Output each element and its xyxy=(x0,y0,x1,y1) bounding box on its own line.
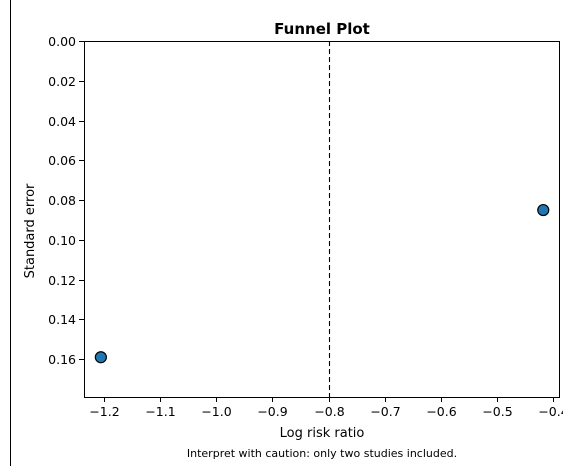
x-tick-label: −0.7 xyxy=(370,404,400,419)
y-axis-label: Standard error xyxy=(23,183,38,278)
y-tick-label: 0.02 xyxy=(48,74,76,89)
study-point xyxy=(537,203,550,217)
x-tick-label: −0.6 xyxy=(426,404,456,419)
x-axis-label: Log risk ratio xyxy=(280,426,365,441)
x-tick-label: −1.1 xyxy=(145,404,175,419)
x-tick-label: −0.4 xyxy=(538,404,563,419)
chart-title: Funnel Plot xyxy=(274,20,370,38)
y-axis: 0.00 0.02 0.04 0.06 0.08 0.10 0.12 0.14 0.16 xyxy=(48,34,84,367)
caption-note: Interpret with caution: only two studies… xyxy=(187,447,457,460)
x-tick-label: −1.0 xyxy=(201,404,231,419)
x-tick-label: −1.2 xyxy=(89,404,119,419)
data-points xyxy=(94,203,550,364)
x-tick-label: −0.9 xyxy=(257,404,287,419)
y-tick-label: 0.04 xyxy=(48,114,76,129)
y-tick-label: 0.08 xyxy=(48,193,76,208)
y-tick-label: 0.00 xyxy=(48,34,76,49)
y-tick-label: 0.14 xyxy=(48,312,76,327)
x-tick-label: −0.5 xyxy=(482,404,512,419)
x-axis: −1.2 −1.1 −1.0 −0.9 −0.8 −0.7 −0.6 −0.5 −0.4 xyxy=(89,397,563,419)
y-tick-label: 0.10 xyxy=(48,233,76,248)
plot-area xyxy=(84,41,560,398)
x-tick-label: −0.8 xyxy=(314,404,344,419)
y-tick-label: 0.16 xyxy=(48,352,76,367)
y-tick-label: 0.12 xyxy=(48,273,76,288)
y-tick-label: 0.06 xyxy=(48,153,76,168)
study-point xyxy=(94,351,107,364)
